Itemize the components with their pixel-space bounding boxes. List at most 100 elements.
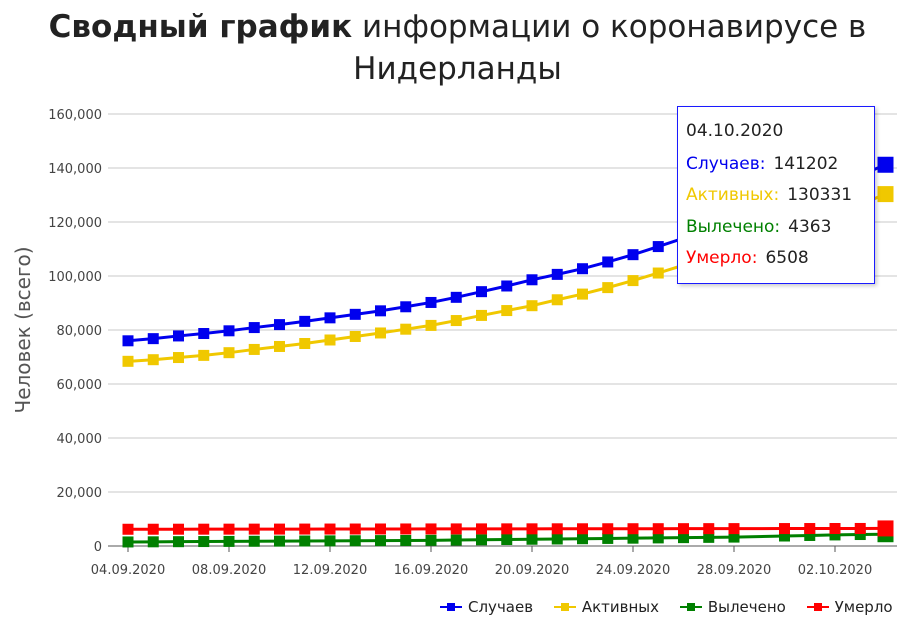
data-point	[450, 291, 462, 303]
x-tick-label: 20.09.2020	[495, 563, 569, 578]
data-point	[223, 347, 235, 359]
data-point	[425, 534, 437, 546]
legend-label: Умерло	[834, 598, 893, 616]
tooltip-value: 6508	[765, 248, 809, 268]
data-point	[425, 296, 437, 308]
data-point	[551, 523, 563, 535]
data-point	[349, 308, 361, 320]
data-point	[173, 536, 184, 548]
data-point	[602, 256, 614, 268]
data-point	[779, 530, 790, 542]
data-point	[223, 535, 235, 547]
data-point	[299, 315, 311, 327]
data-point	[198, 523, 210, 535]
tooltip-label: Активных:	[686, 185, 780, 205]
data-point	[173, 523, 184, 535]
data-point	[877, 186, 894, 203]
y-tick-label: 60,000	[57, 378, 103, 393]
legend-item-recovered[interactable]: Вылечено	[679, 598, 786, 616]
data-point	[122, 523, 134, 535]
grid-lines	[108, 113, 897, 547]
legend-label: Вылечено	[707, 598, 786, 616]
data-point	[854, 522, 866, 534]
data-point	[627, 249, 639, 261]
tooltip-label: Вылечено:	[686, 217, 781, 237]
data-point	[299, 338, 311, 349]
tooltip-value: 141202	[773, 154, 839, 174]
data-point	[375, 327, 386, 339]
data-point	[324, 334, 336, 346]
data-point	[577, 288, 588, 300]
data-point	[652, 532, 664, 544]
data-point	[425, 319, 437, 331]
data-point	[678, 532, 689, 544]
data-point	[501, 305, 513, 317]
data-point	[577, 523, 588, 535]
data-point	[779, 523, 790, 535]
data-point	[652, 241, 664, 253]
data-point	[122, 335, 134, 347]
data-point	[728, 531, 740, 543]
data-point	[829, 523, 841, 535]
chart-title-line2: Нидерланды	[353, 51, 562, 87]
y-axis-label: Человек (всего)	[11, 246, 35, 413]
data-point	[877, 156, 894, 173]
data-point	[299, 535, 311, 547]
legend-item-cases[interactable]: Случаев	[440, 598, 533, 616]
data-point	[425, 523, 437, 535]
data-point	[375, 305, 386, 317]
y-tick-label: 0	[94, 540, 102, 555]
data-point	[147, 536, 159, 548]
legend-item-deaths[interactable]: Умерло	[806, 598, 893, 616]
data-point	[400, 534, 412, 546]
data-point	[804, 523, 816, 535]
y-tick-label: 140,000	[48, 162, 102, 177]
data-point	[703, 531, 715, 543]
data-point	[602, 523, 614, 535]
series-4	[122, 520, 894, 537]
data-point	[400, 301, 412, 313]
data-point	[173, 330, 184, 342]
x-tick-label: 24.09.2020	[596, 563, 670, 578]
data-point	[248, 523, 260, 535]
data-point	[375, 523, 386, 535]
legend-label: Случаев	[468, 598, 534, 616]
data-point	[577, 533, 588, 545]
data-point	[122, 355, 134, 367]
data-point	[476, 286, 487, 298]
legend-item-active[interactable]: Активных	[553, 598, 660, 616]
data-point	[476, 534, 487, 546]
data-point	[450, 315, 462, 327]
chart-title-line1: Сводный график информации о коронавирусе…	[0, 6, 915, 48]
x-tick-label: 28.09.2020	[697, 563, 771, 578]
legend-label: Активных	[581, 598, 660, 616]
legend-swatch	[553, 600, 576, 614]
data-point	[703, 523, 715, 535]
tooltip-value: 130331	[787, 185, 853, 205]
data-point	[349, 330, 361, 342]
data-point	[829, 529, 841, 541]
data-point	[198, 536, 210, 548]
x-tick-label: 08.09.2020	[192, 563, 266, 578]
tooltip-date: 04.10.2020	[686, 121, 784, 141]
y-tick-label: 40,000	[57, 432, 103, 447]
data-point	[627, 523, 639, 535]
data-point	[551, 533, 563, 545]
data-point	[349, 535, 361, 547]
data-point	[476, 523, 487, 535]
y-tick-label: 20,000	[57, 486, 103, 501]
tooltip-row-active: Активных: 130331	[686, 185, 852, 205]
data-point	[324, 523, 336, 535]
data-point	[147, 354, 159, 366]
data-point	[450, 523, 462, 535]
data-point	[551, 294, 563, 306]
data-point	[147, 523, 159, 535]
tooltip-row-cases: Случаев: 141202	[686, 154, 838, 174]
chart-title-bold: Сводный график	[48, 9, 353, 45]
tooltip-row-deaths: Умерло: 6508	[686, 248, 809, 268]
tooltip-value: 4363	[788, 217, 832, 237]
data-point	[602, 282, 614, 294]
legend: Случаев Активных Вылечено Умерло	[440, 598, 893, 616]
data-point	[501, 523, 513, 535]
